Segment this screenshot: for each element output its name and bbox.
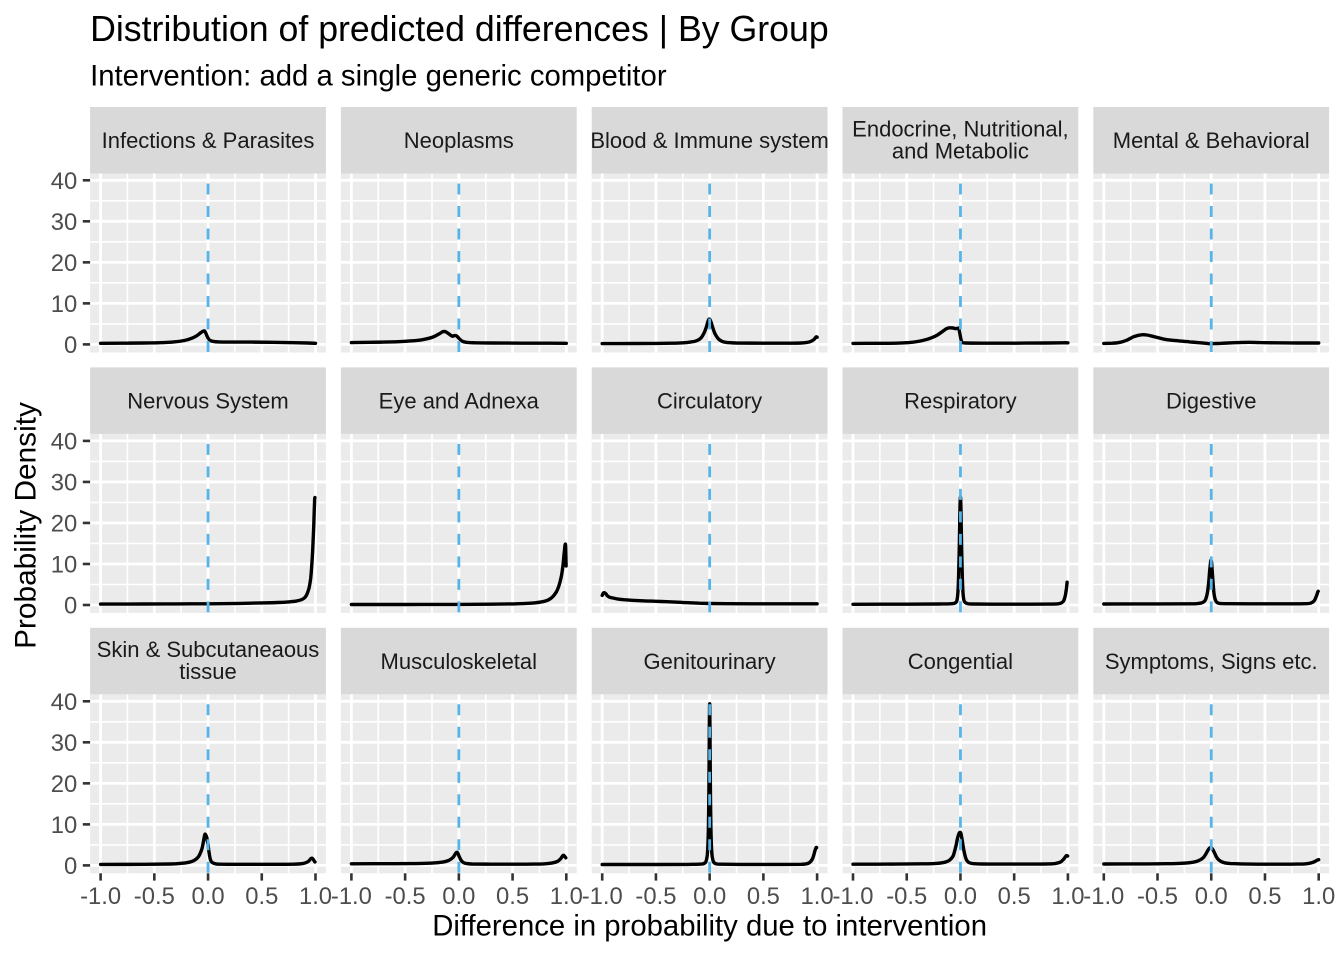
svg-text:20: 20 <box>51 511 77 538</box>
svg-text:0.0: 0.0 <box>693 883 726 910</box>
svg-text:1.0: 1.0 <box>1302 883 1335 910</box>
svg-text:and Metabolic: and Metabolic <box>892 138 1029 163</box>
svg-text:Circulatory: Circulatory <box>657 389 762 414</box>
svg-text:1.0: 1.0 <box>801 883 834 910</box>
svg-text:0.0: 0.0 <box>442 883 475 910</box>
svg-text:0.5: 0.5 <box>747 883 780 910</box>
svg-text:tissue: tissue <box>179 659 236 684</box>
svg-text:Eye and Adnexa: Eye and Adnexa <box>379 389 540 414</box>
svg-text:Endocrine, Nutritional,: Endocrine, Nutritional, <box>852 116 1068 141</box>
svg-text:-1.0: -1.0 <box>582 883 623 910</box>
svg-text:1.0: 1.0 <box>550 883 583 910</box>
svg-text:-0.5: -0.5 <box>886 883 927 910</box>
svg-text:Musculoskeletal: Musculoskeletal <box>381 649 538 674</box>
svg-text:Respiratory: Respiratory <box>904 389 1016 414</box>
svg-text:1.0: 1.0 <box>299 883 332 910</box>
svg-text:-0.5: -0.5 <box>134 883 175 910</box>
svg-text:Probability Density: Probability Density <box>10 402 43 649</box>
svg-text:Genitourinary: Genitourinary <box>644 649 776 674</box>
svg-text:Blood & Immune system: Blood & Immune system <box>590 128 828 153</box>
svg-text:1.0: 1.0 <box>1051 883 1084 910</box>
svg-text:Nervous System: Nervous System <box>127 389 288 414</box>
svg-text:-0.5: -0.5 <box>1137 883 1178 910</box>
svg-text:-1.0: -1.0 <box>1083 883 1124 910</box>
svg-text:Difference in probability due: Difference in probability due to interve… <box>432 910 987 943</box>
svg-text:10: 10 <box>51 812 77 839</box>
svg-text:0.5: 0.5 <box>496 883 529 910</box>
svg-text:Congential: Congential <box>908 649 1013 674</box>
svg-text:0.5: 0.5 <box>1248 883 1281 910</box>
svg-text:40: 40 <box>51 689 77 716</box>
svg-text:0.0: 0.0 <box>1195 883 1228 910</box>
svg-text:0.0: 0.0 <box>944 883 977 910</box>
svg-text:-0.5: -0.5 <box>635 883 676 910</box>
svg-text:30: 30 <box>51 470 77 497</box>
svg-text:Infections & Parasites: Infections & Parasites <box>102 128 315 153</box>
svg-text:Symptoms, Signs etc.: Symptoms, Signs etc. <box>1105 649 1318 674</box>
svg-text:0: 0 <box>64 853 77 880</box>
svg-text:10: 10 <box>51 291 77 318</box>
svg-text:Skin & Subcutaneaous: Skin & Subcutaneaous <box>97 637 320 662</box>
svg-text:Digestive: Digestive <box>1166 389 1256 414</box>
svg-text:10: 10 <box>51 552 77 579</box>
svg-text:Neoplasms: Neoplasms <box>404 128 514 153</box>
svg-text:0: 0 <box>64 332 77 359</box>
svg-text:-1.0: -1.0 <box>80 883 121 910</box>
svg-text:30: 30 <box>51 730 77 757</box>
svg-text:40: 40 <box>51 168 77 195</box>
svg-text:40: 40 <box>51 429 77 456</box>
svg-text:-1.0: -1.0 <box>331 883 372 910</box>
svg-text:0.5: 0.5 <box>245 883 278 910</box>
svg-text:Mental & Behavioral: Mental & Behavioral <box>1113 128 1310 153</box>
svg-text:Intervention: add a single gen: Intervention: add a single generic compe… <box>90 59 667 92</box>
svg-text:0.5: 0.5 <box>998 883 1031 910</box>
svg-text:0.0: 0.0 <box>192 883 225 910</box>
svg-text:0: 0 <box>64 593 77 620</box>
svg-text:-1.0: -1.0 <box>832 883 873 910</box>
svg-text:-0.5: -0.5 <box>385 883 426 910</box>
svg-text:20: 20 <box>51 771 77 798</box>
svg-text:30: 30 <box>51 209 77 236</box>
svg-text:20: 20 <box>51 250 77 277</box>
svg-text:Distribution of predicted diff: Distribution of predicted differences | … <box>90 9 829 49</box>
